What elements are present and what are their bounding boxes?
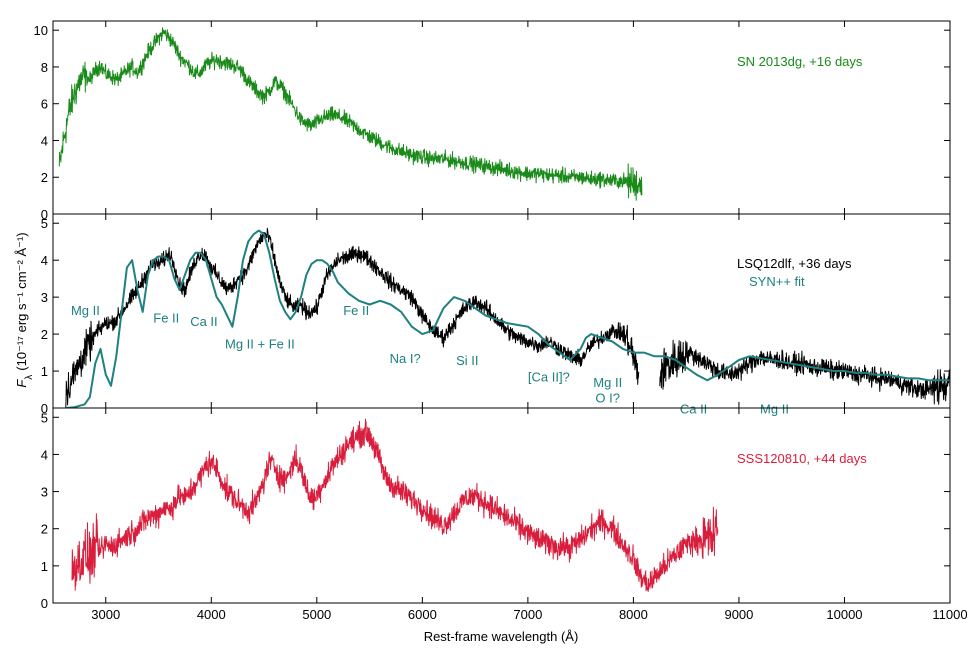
y-tick-label: 2 bbox=[41, 522, 48, 537]
panel-frame-middle bbox=[52, 213, 951, 409]
y-tick-label: 0 bbox=[41, 596, 48, 611]
y-tick-label: 0 bbox=[41, 401, 48, 416]
y-tick-label: 5 bbox=[41, 410, 48, 425]
y-tick-label: 2 bbox=[41, 170, 48, 185]
x-tick-label: 6000 bbox=[408, 607, 437, 622]
y-tick-label: 3 bbox=[41, 485, 48, 500]
panel-frame-top bbox=[52, 20, 951, 215]
line-id-annotation: Mg II bbox=[593, 375, 622, 390]
panel-top: 0 2 4 6 8 10 SN 2013dg, +16 days bbox=[34, 20, 951, 222]
series-line-middle-0-0 bbox=[65, 227, 640, 408]
series-line-bottom-0-0 bbox=[71, 418, 719, 593]
y-tick-label: 10 bbox=[34, 23, 48, 38]
y-tick-label: 1 bbox=[41, 559, 48, 574]
line-id-annotation: Na I? bbox=[390, 351, 421, 366]
y-tick-label: 4 bbox=[41, 253, 48, 268]
x-tick-label: 8000 bbox=[619, 607, 648, 622]
series-line-middle-1-0 bbox=[65, 229, 950, 408]
y-tick-label: 3 bbox=[41, 290, 48, 305]
y-axis-label: Fλ (10⁻¹⁷ erg s⁻¹ cm⁻² Å⁻¹) bbox=[14, 232, 35, 387]
line-id-annotation: Mg II + Fe II bbox=[225, 336, 295, 351]
x-tick-label: 3000 bbox=[91, 607, 120, 622]
y-tick-label: 8 bbox=[41, 60, 48, 75]
panel-label-top: SN 2013dg, +16 days bbox=[737, 54, 863, 69]
x-tick-label: 7000 bbox=[513, 607, 542, 622]
panel-label-middle: LSQ12dlf, +36 days bbox=[737, 256, 852, 271]
series-line-top-0-0 bbox=[58, 27, 643, 201]
y-axis-label-units: (10⁻¹⁷ erg s⁻¹ cm⁻² Å⁻¹) bbox=[14, 232, 29, 370]
line-id-annotation: O I? bbox=[595, 391, 620, 406]
line-id-annotation: Mg II bbox=[760, 402, 789, 417]
line-id-annotation: Fe II bbox=[153, 310, 179, 325]
x-tick-label: 9000 bbox=[724, 607, 753, 622]
line-id-annotation: Mg II bbox=[71, 303, 100, 318]
panel-label-bottom: SSS120810, +44 days bbox=[737, 451, 867, 466]
x-axis-label: Rest-frame wavelength (Å) bbox=[424, 629, 579, 644]
y-axis-label-sub: λ bbox=[24, 375, 35, 380]
line-id-annotation: Ca II bbox=[680, 402, 707, 417]
x-tick-label: 4000 bbox=[197, 607, 226, 622]
panel-middle: 0 1 2 3 4 5 LSQ12dlf, +36 days SYN++ fit Mg II Fe… bbox=[41, 213, 951, 417]
x-tick-label: 10000 bbox=[826, 607, 862, 622]
y-tick-label: 4 bbox=[41, 447, 48, 462]
panel-frame-bottom bbox=[52, 407, 951, 604]
panel-sublabel-middle: SYN++ fit bbox=[749, 274, 805, 289]
y-tick-label: 4 bbox=[41, 133, 48, 148]
y-tick-label: 1 bbox=[41, 364, 48, 379]
y-tick-label: 5 bbox=[41, 216, 48, 231]
y-axis-label-main: F bbox=[14, 379, 29, 388]
x-tick-label: 5000 bbox=[302, 607, 331, 622]
x-tick-label: 11000 bbox=[932, 607, 967, 622]
line-id-annotation: Si II bbox=[456, 353, 478, 368]
series-line-middle-0-1 bbox=[659, 339, 950, 405]
panel-bottom: 0 1 2 3 4 5 SSS120810, +44 days bbox=[41, 407, 951, 611]
line-id-annotation: Fe II bbox=[343, 303, 369, 318]
y-tick-label: 2 bbox=[41, 327, 48, 342]
line-id-annotation: Ca II bbox=[190, 314, 217, 329]
x-axis-ticks: 3000 4000 5000 6000 7000 8000 9000 10000 11000 bbox=[91, 607, 967, 622]
y-tick-label: 0 bbox=[41, 207, 48, 222]
line-id-annotation: [Ca II]? bbox=[528, 370, 570, 385]
y-tick-label: 6 bbox=[41, 97, 48, 112]
